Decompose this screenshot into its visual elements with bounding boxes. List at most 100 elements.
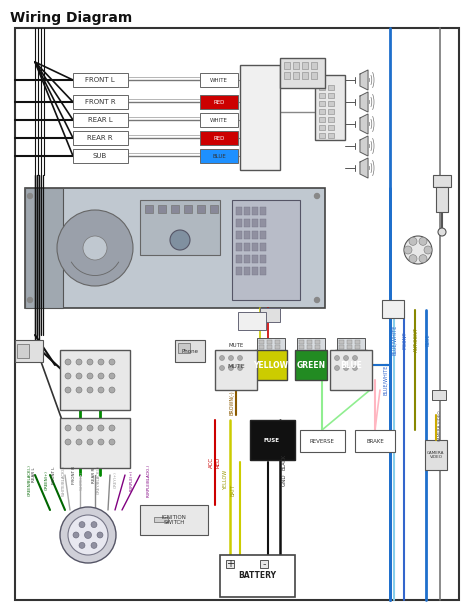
Text: +: +	[226, 559, 234, 569]
Circle shape	[344, 365, 348, 370]
Bar	[200, 113, 238, 127]
Circle shape	[76, 425, 82, 431]
Bar	[244, 219, 250, 227]
Circle shape	[98, 373, 104, 379]
Bar	[178, 343, 190, 353]
Bar	[17, 344, 29, 358]
Circle shape	[237, 356, 243, 360]
Text: BLUE: BLUE	[340, 360, 362, 370]
Text: WHITE/BLACK(-): WHITE/BLACK(-)	[62, 465, 66, 495]
Text: ANT.CONT: ANT.CONT	[413, 327, 419, 352]
Circle shape	[353, 356, 357, 360]
Text: FRONT L: FRONT L	[85, 77, 115, 83]
Bar	[260, 255, 266, 263]
Text: BATT: BATT	[230, 484, 236, 496]
Circle shape	[65, 359, 71, 365]
Circle shape	[79, 543, 85, 549]
Bar	[319, 117, 325, 122]
Text: CAMERA-VIDEO: CAMERA-VIDEO	[438, 409, 442, 441]
Bar	[299, 345, 304, 349]
Circle shape	[109, 373, 115, 379]
Text: ACC: ACC	[209, 457, 213, 468]
Circle shape	[315, 297, 319, 302]
Bar	[215, 350, 257, 390]
Bar	[260, 207, 266, 215]
Text: GND: GND	[282, 474, 286, 486]
Bar	[275, 345, 280, 349]
Text: FRONT L: FRONT L	[52, 466, 56, 484]
Bar	[284, 72, 290, 79]
Text: BROWN(-): BROWN(-)	[229, 390, 235, 416]
Bar	[240, 65, 280, 170]
Bar	[200, 131, 238, 145]
Text: RED: RED	[213, 135, 225, 140]
Circle shape	[109, 425, 115, 431]
Bar	[73, 149, 128, 163]
Text: BLUE: BLUE	[212, 153, 226, 159]
Bar	[250, 420, 295, 460]
Circle shape	[228, 365, 234, 370]
Bar	[319, 101, 325, 106]
Circle shape	[84, 531, 91, 538]
Bar	[244, 243, 250, 251]
Circle shape	[228, 356, 234, 360]
Bar	[355, 430, 395, 452]
Text: RED: RED	[213, 99, 225, 104]
Bar	[355, 345, 360, 349]
Circle shape	[79, 522, 85, 528]
Bar	[200, 149, 238, 163]
Circle shape	[98, 425, 104, 431]
Bar	[260, 560, 268, 568]
Bar	[295, 350, 327, 380]
Bar	[315, 345, 320, 349]
Bar	[260, 219, 266, 227]
Text: WHITE: WHITE	[210, 118, 228, 123]
Bar	[252, 255, 258, 263]
Text: BLUE: BLUE	[426, 333, 430, 346]
Bar	[337, 338, 365, 350]
Polygon shape	[360, 114, 368, 134]
Bar	[15, 340, 43, 362]
Text: BLUE/WHITE: BLUE/WHITE	[383, 365, 389, 395]
Text: BATTERY: BATTERY	[238, 571, 276, 581]
Bar	[158, 205, 166, 213]
Circle shape	[335, 356, 339, 360]
Circle shape	[409, 254, 417, 262]
Bar	[140, 505, 208, 535]
Bar	[73, 95, 128, 109]
Circle shape	[91, 543, 97, 549]
Circle shape	[76, 359, 82, 365]
Circle shape	[98, 439, 104, 445]
Text: BLUE/WHITE: BLUE/WHITE	[392, 325, 398, 355]
Polygon shape	[360, 70, 368, 90]
Bar	[280, 58, 325, 88]
Bar	[236, 231, 242, 239]
Bar	[319, 93, 325, 98]
Bar	[302, 72, 308, 79]
Text: FRONT R: FRONT R	[85, 99, 115, 105]
Bar	[244, 255, 250, 263]
Text: BLACK: BLACK	[282, 454, 286, 470]
Bar	[319, 133, 325, 138]
Circle shape	[91, 522, 97, 528]
Circle shape	[97, 532, 103, 538]
Bar	[307, 345, 312, 349]
Circle shape	[315, 194, 319, 199]
Text: GREEN: GREEN	[296, 360, 326, 370]
Circle shape	[404, 246, 412, 254]
Bar	[145, 205, 153, 213]
Bar	[236, 255, 242, 263]
Text: Wiring Diagram: Wiring Diagram	[10, 11, 132, 25]
Bar	[259, 345, 264, 349]
Text: -: -	[262, 559, 266, 569]
Bar	[255, 350, 287, 380]
Bar	[284, 62, 290, 69]
Bar	[197, 205, 205, 213]
Bar	[259, 340, 264, 344]
Circle shape	[27, 297, 33, 302]
Bar	[60, 418, 130, 468]
Text: WHITE(+): WHITE(+)	[80, 471, 84, 490]
Text: PURPLE/BLACK(-): PURPLE/BLACK(-)	[147, 463, 151, 497]
Bar	[184, 205, 192, 213]
Bar	[25, 188, 63, 308]
